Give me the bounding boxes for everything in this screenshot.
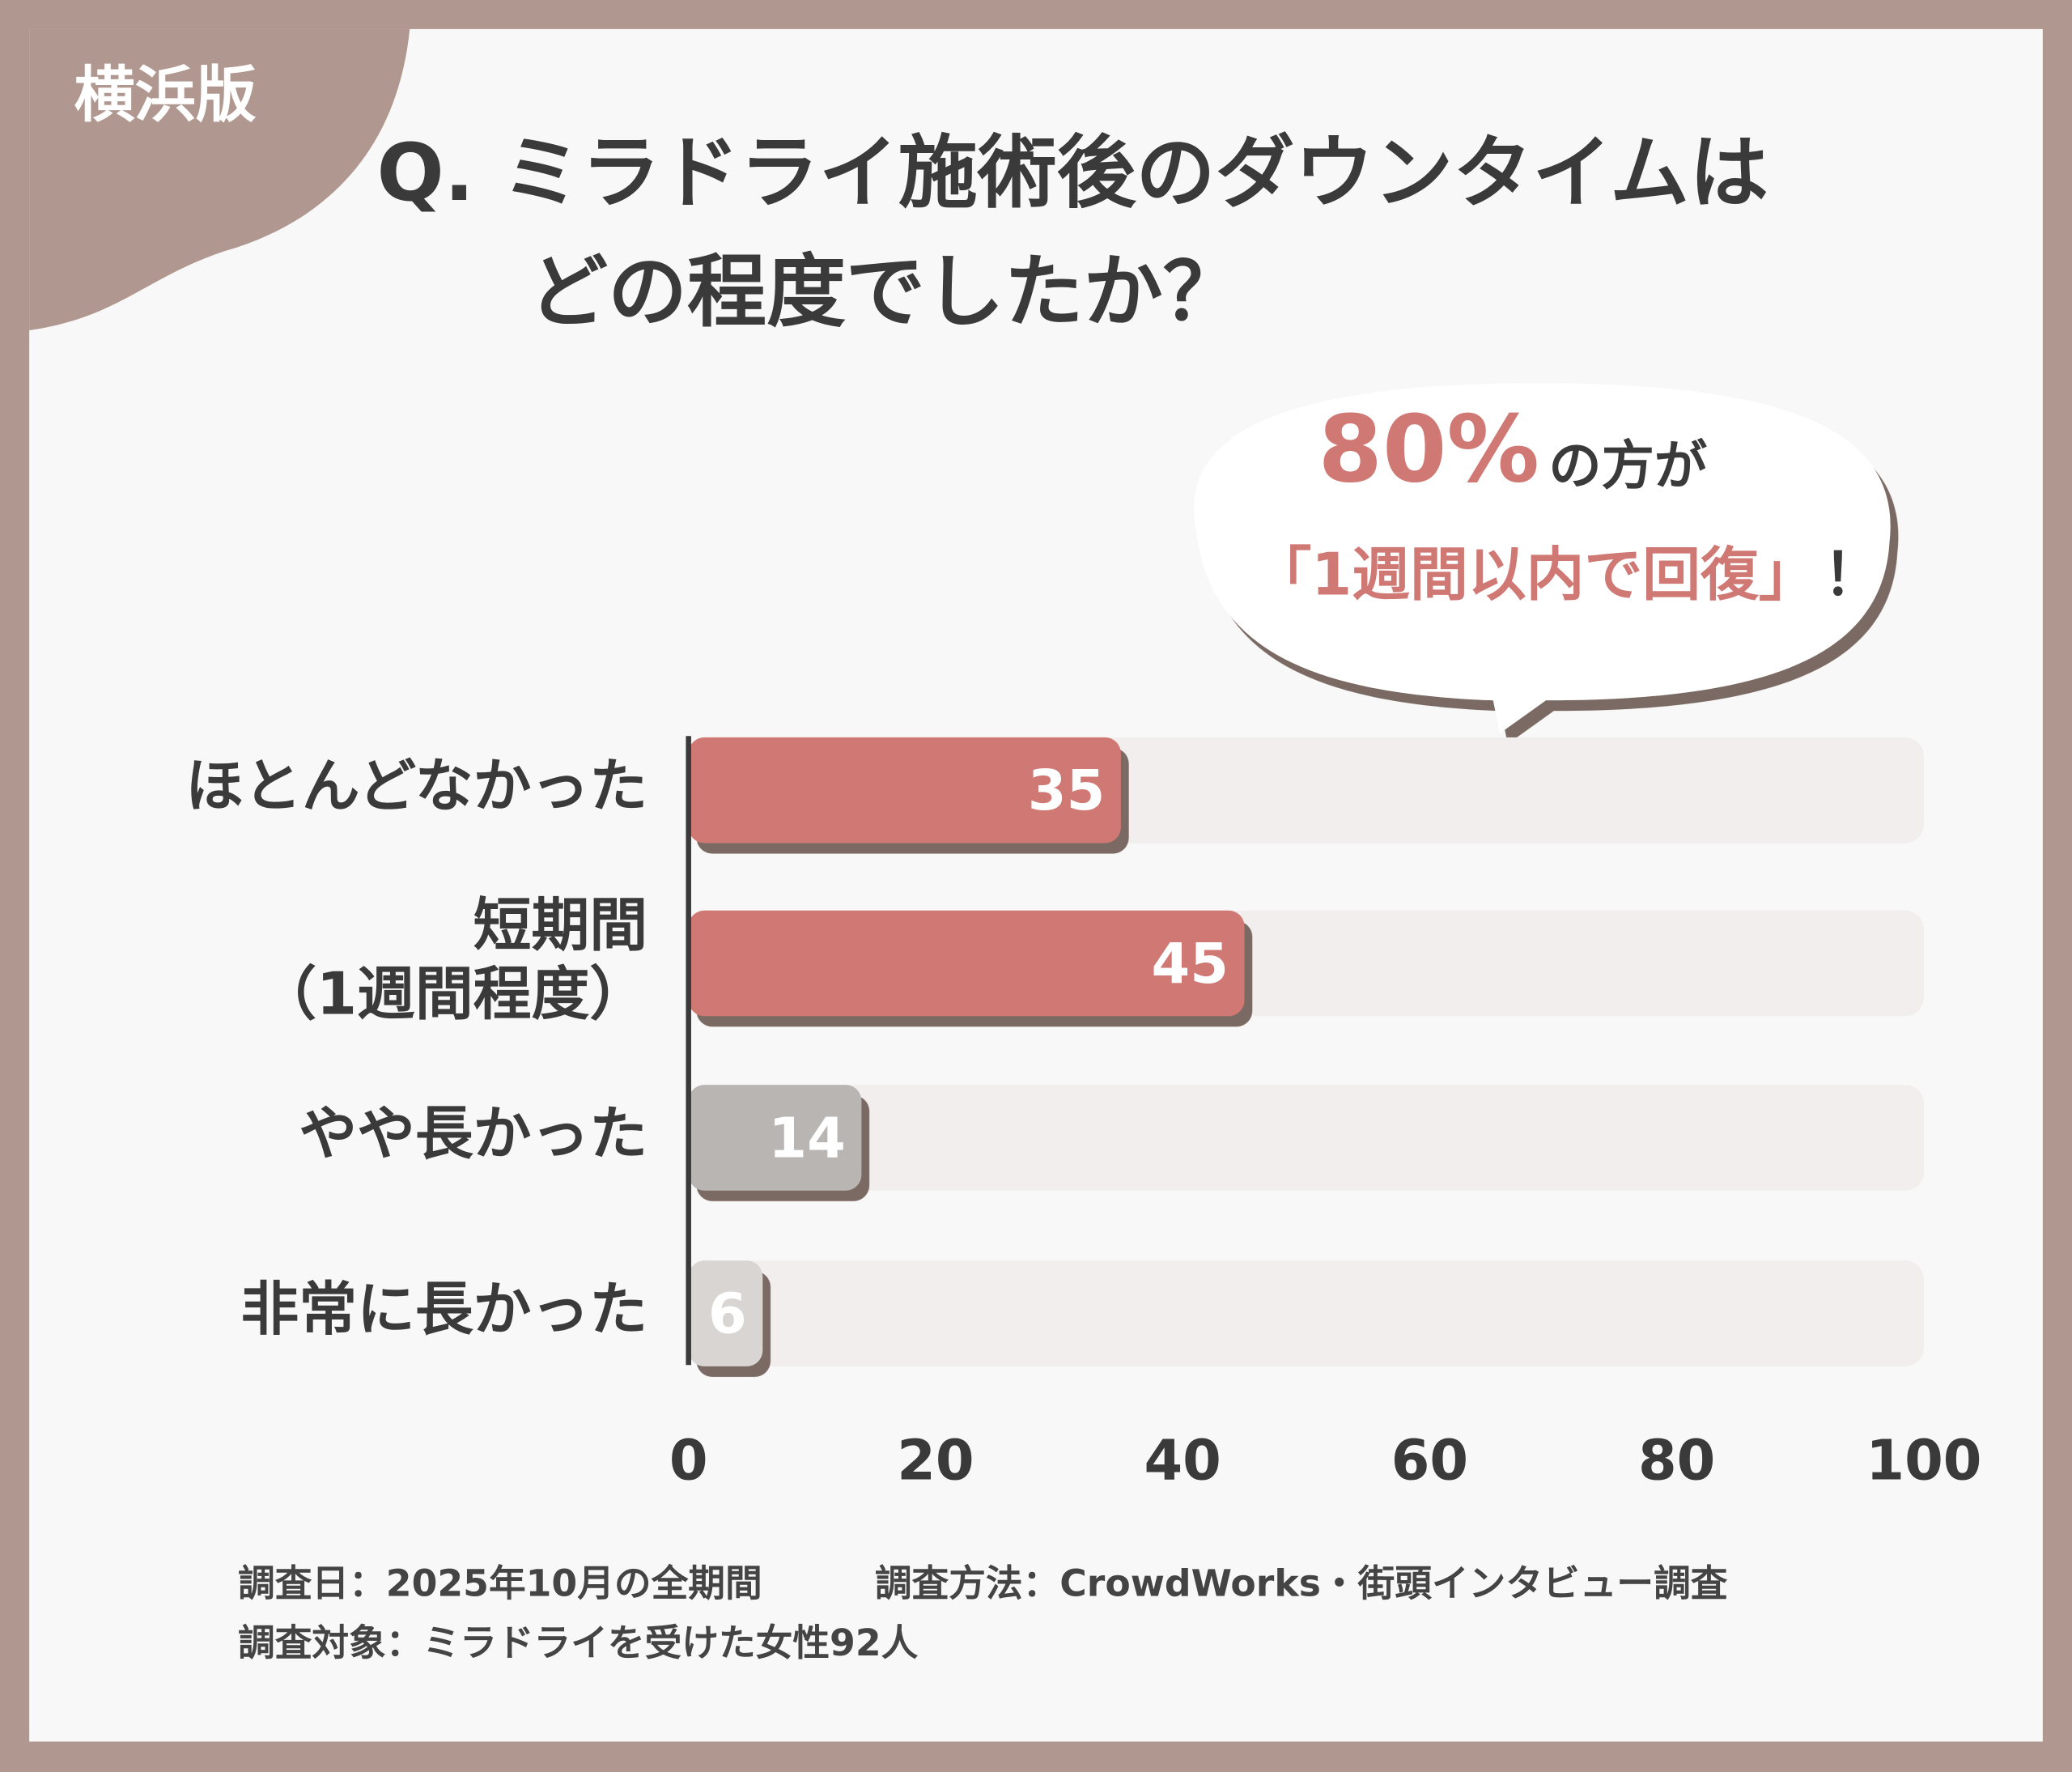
badge: 横浜版: [74, 59, 257, 130]
callout-mark: ！: [1824, 541, 1882, 609]
category-label: 短期間（1週間程度）: [258, 890, 648, 1027]
x-tick-label: 80: [1638, 1429, 1715, 1494]
panel: [29, 28, 2043, 1742]
badge-shape: [29, 28, 410, 331]
x-tick-label: 100: [1866, 1429, 1981, 1494]
bar: [688, 910, 1245, 1017]
footer-text: 調査対象：ミラドライを受けた女性92人: [238, 1621, 919, 1664]
callout-bubble: [1194, 383, 1891, 733]
bar: [688, 737, 1121, 844]
callout-quote: 「1週間以内で回復」: [1253, 541, 1816, 609]
value-label: 6: [708, 1281, 747, 1346]
bar-track: [688, 1085, 1924, 1191]
x-tick-label: 0: [669, 1429, 708, 1494]
category-label: やや長かった: [299, 1099, 648, 1167]
value-label: 14: [768, 1106, 845, 1171]
footer-text: 調査日：2025年10月の全期間: [238, 1562, 762, 1604]
title-line: Q. ミラドライ施術後のダウンタイムは: [376, 127, 1768, 219]
bar: [688, 1260, 763, 1366]
callout-text: の方が: [1548, 436, 1707, 497]
callout-highlight: 80%: [1318, 395, 1539, 503]
x-tick-label: 40: [1144, 1429, 1221, 1494]
bar: [688, 1085, 862, 1191]
bar-track: [688, 1260, 1924, 1366]
category-label: ほとんどなかった: [185, 752, 648, 820]
value-label: 45: [1152, 932, 1229, 996]
category-label: 非常に長かった: [240, 1275, 648, 1343]
title-line: どの程度でしたか？: [529, 246, 1242, 338]
value-label: 35: [1028, 759, 1105, 823]
x-tick-label: 60: [1391, 1429, 1468, 1494]
footer-text: 調査方法：CrowdWorks・街頭インタビュー調査: [875, 1562, 1728, 1604]
x-tick-label: 20: [897, 1429, 974, 1494]
